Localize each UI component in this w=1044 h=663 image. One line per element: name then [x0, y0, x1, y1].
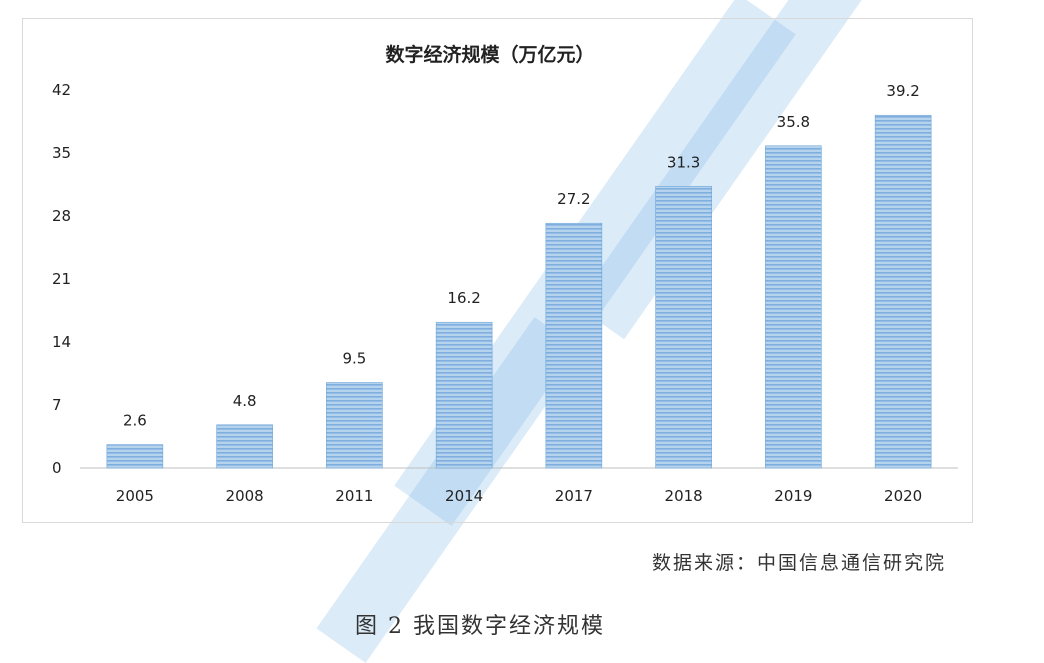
- y-tick-label-14: 14: [52, 333, 71, 351]
- data-label-2011: 9.5: [342, 350, 366, 368]
- x-tick-label-2014: 2014: [445, 487, 483, 505]
- y-tick-label-28: 28: [52, 207, 71, 225]
- x-tick-label-2017: 2017: [555, 487, 593, 505]
- data-label-2018: 31.3: [667, 153, 700, 171]
- x-tick-label-2019: 2019: [774, 487, 812, 505]
- data-label-2020: 39.2: [886, 82, 919, 100]
- data-source-note: 数据来源：中国信息通信研究院: [652, 552, 947, 574]
- bar-2008: [216, 424, 273, 469]
- bar-2005: [106, 444, 164, 469]
- x-tick-label-2018: 2018: [665, 487, 703, 505]
- bar-2017: [545, 222, 603, 469]
- bar-2020: [874, 114, 932, 469]
- data-label-2014: 16.2: [447, 289, 480, 307]
- y-tick-label-21: 21: [52, 270, 71, 288]
- x-tick-label-2020: 2020: [884, 487, 922, 505]
- x-tick-label-2005: 2005: [116, 487, 154, 505]
- data-label-2017: 27.2: [557, 190, 590, 208]
- y-tick-label-0: 0: [52, 459, 62, 477]
- chart-title: 数字经济规模（万亿元）: [385, 43, 594, 66]
- data-label-2005: 2.6: [123, 412, 147, 430]
- data-label-2019: 35.8: [777, 113, 810, 131]
- y-tick-label-35: 35: [52, 144, 71, 162]
- y-tick-label-42: 42: [52, 81, 71, 99]
- bar-2018: [655, 186, 712, 469]
- figure-caption: 图 2 我国数字经济规模: [355, 614, 605, 639]
- x-tick-label-2008: 2008: [226, 487, 264, 505]
- data-label-2008: 4.8: [233, 392, 257, 410]
- bar-2014: [435, 321, 493, 469]
- y-tick-label-7: 7: [52, 396, 62, 414]
- chart-frame: [22, 18, 973, 523]
- x-tick-label-2011: 2011: [335, 487, 373, 505]
- bar-2011: [326, 382, 383, 469]
- bar-chart: 数字经济规模（万亿元） 0 7 14 21 28 35 42 2.6 4.8 9.5 16.2 27…: [52, 43, 958, 505]
- bar-2019: [765, 145, 822, 469]
